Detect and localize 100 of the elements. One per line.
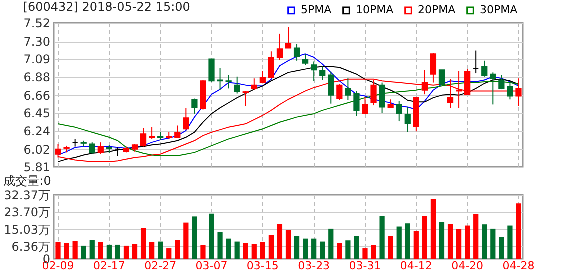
bar [337,243,342,259]
bar [508,226,513,259]
candlestick [328,71,334,104]
candlestick [251,78,258,91]
bar [140,228,146,259]
bar [371,245,376,259]
x-tick-label: 03-15 [246,260,279,272]
bar [226,238,232,259]
bar [362,248,368,259]
bar [192,216,198,259]
bar [56,242,61,259]
candlestick [507,82,514,100]
candlestick [294,44,300,62]
chart-title: [600432] 2018-05-22 15:00 [23,0,190,14]
bar [132,244,138,259]
y-tick-label: 6.02 [24,142,50,157]
bar [414,231,419,259]
y-tick-label: 15.03万 [4,222,50,237]
candlestick [404,106,411,133]
bar [499,237,504,259]
candlestick [320,66,326,81]
candlestick [217,68,224,91]
bar [312,238,317,259]
bar [294,236,300,259]
bar [302,238,308,259]
x-tick-label: 04-28 [502,260,535,272]
y-tick-label: 7.30 [24,35,50,50]
bar [277,224,283,259]
bar [422,216,428,259]
bar [328,228,334,259]
bar [184,222,189,259]
bar [482,224,488,259]
candlestick [208,58,215,82]
candlestick [490,72,496,106]
bar [166,248,172,259]
bar [346,240,351,259]
bar [268,235,274,259]
candlestick [430,52,437,84]
legend-label: 20PMA [418,4,456,17]
y-tick-label: 6.24 [24,124,50,138]
x-tick-label: 03-23 [298,260,330,272]
legend-label: 30PMA [480,4,518,17]
x-tick-label: 02-27 [144,260,177,272]
bar [234,242,240,259]
bar [320,242,326,259]
x-tick-label: 04-20 [452,260,484,272]
candlestick [336,84,343,101]
bar [448,224,454,259]
bar [98,242,104,259]
y-tick-label: 7.09 [24,52,50,67]
y-tick-label: 6.36万 [12,240,50,254]
bar [396,226,402,259]
candlestick [354,90,360,117]
candlestick [72,138,78,148]
candlestick [302,54,309,66]
bar [516,204,522,259]
candlestick [89,142,96,155]
bar [439,222,445,259]
y-tick-label: 23.70万 [4,206,50,220]
candlestick [396,100,402,122]
y-tick-label: 32.37万 [4,188,50,202]
bar [252,244,257,259]
bar [218,232,223,259]
bar [158,242,164,259]
bar [115,244,121,259]
bar [260,242,266,259]
bar [150,242,155,259]
bar [90,240,95,259]
y-tick-label: 6.66 [24,88,50,103]
y-tick-label: 7.52 [24,16,50,30]
candlestick [473,50,480,74]
bar [388,236,394,259]
bar [490,228,496,259]
bar [124,246,130,259]
chart-title: 成交量:0 [4,174,52,188]
x-tick-label: 04-12 [400,260,432,272]
candlestick [140,128,147,148]
candlestick [285,26,292,49]
candlestick [276,33,284,61]
bar [243,243,248,259]
bar [106,244,112,259]
bar [286,230,292,259]
bar [465,226,470,259]
bar [64,243,70,259]
bar [380,216,385,259]
bar [175,240,180,259]
x-tick-label: 03-31 [349,260,382,272]
bar [474,214,479,259]
candlestick [98,142,104,155]
bar [81,246,86,259]
candlestick [438,70,446,86]
candlestick [260,70,266,84]
y-tick-label: 6.45 [24,106,50,121]
bar [354,236,360,259]
candlestick [311,61,318,82]
candlestick [234,76,240,94]
x-tick-label: 03-07 [196,260,228,272]
candlestick [242,90,249,107]
candlestick [149,126,156,140]
bar [405,224,410,259]
